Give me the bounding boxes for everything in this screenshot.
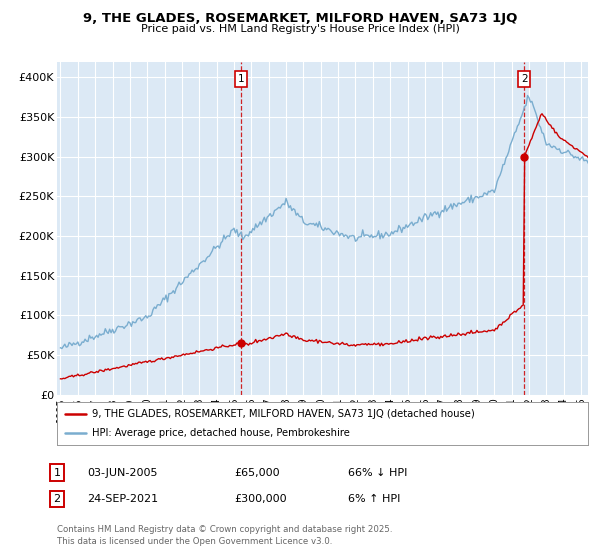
Text: £300,000: £300,000 [234,494,287,504]
Text: 66% ↓ HPI: 66% ↓ HPI [348,468,407,478]
Text: 1: 1 [53,468,61,478]
Text: 6% ↑ HPI: 6% ↑ HPI [348,494,400,504]
Text: £65,000: £65,000 [234,468,280,478]
Text: 1: 1 [238,74,245,84]
Text: 9, THE GLADES, ROSEMARKET, MILFORD HAVEN, SA73 1JQ (detached house): 9, THE GLADES, ROSEMARKET, MILFORD HAVEN… [92,409,474,419]
Text: HPI: Average price, detached house, Pembrokeshire: HPI: Average price, detached house, Pemb… [92,428,349,438]
Text: 2: 2 [53,494,61,504]
Text: 9, THE GLADES, ROSEMARKET, MILFORD HAVEN, SA73 1JQ: 9, THE GLADES, ROSEMARKET, MILFORD HAVEN… [83,12,517,25]
Text: Price paid vs. HM Land Registry's House Price Index (HPI): Price paid vs. HM Land Registry's House … [140,24,460,34]
Text: 03-JUN-2005: 03-JUN-2005 [87,468,157,478]
Text: 24-SEP-2021: 24-SEP-2021 [87,494,158,504]
Text: Contains HM Land Registry data © Crown copyright and database right 2025.
This d: Contains HM Land Registry data © Crown c… [57,525,392,545]
Text: 2: 2 [521,74,527,84]
